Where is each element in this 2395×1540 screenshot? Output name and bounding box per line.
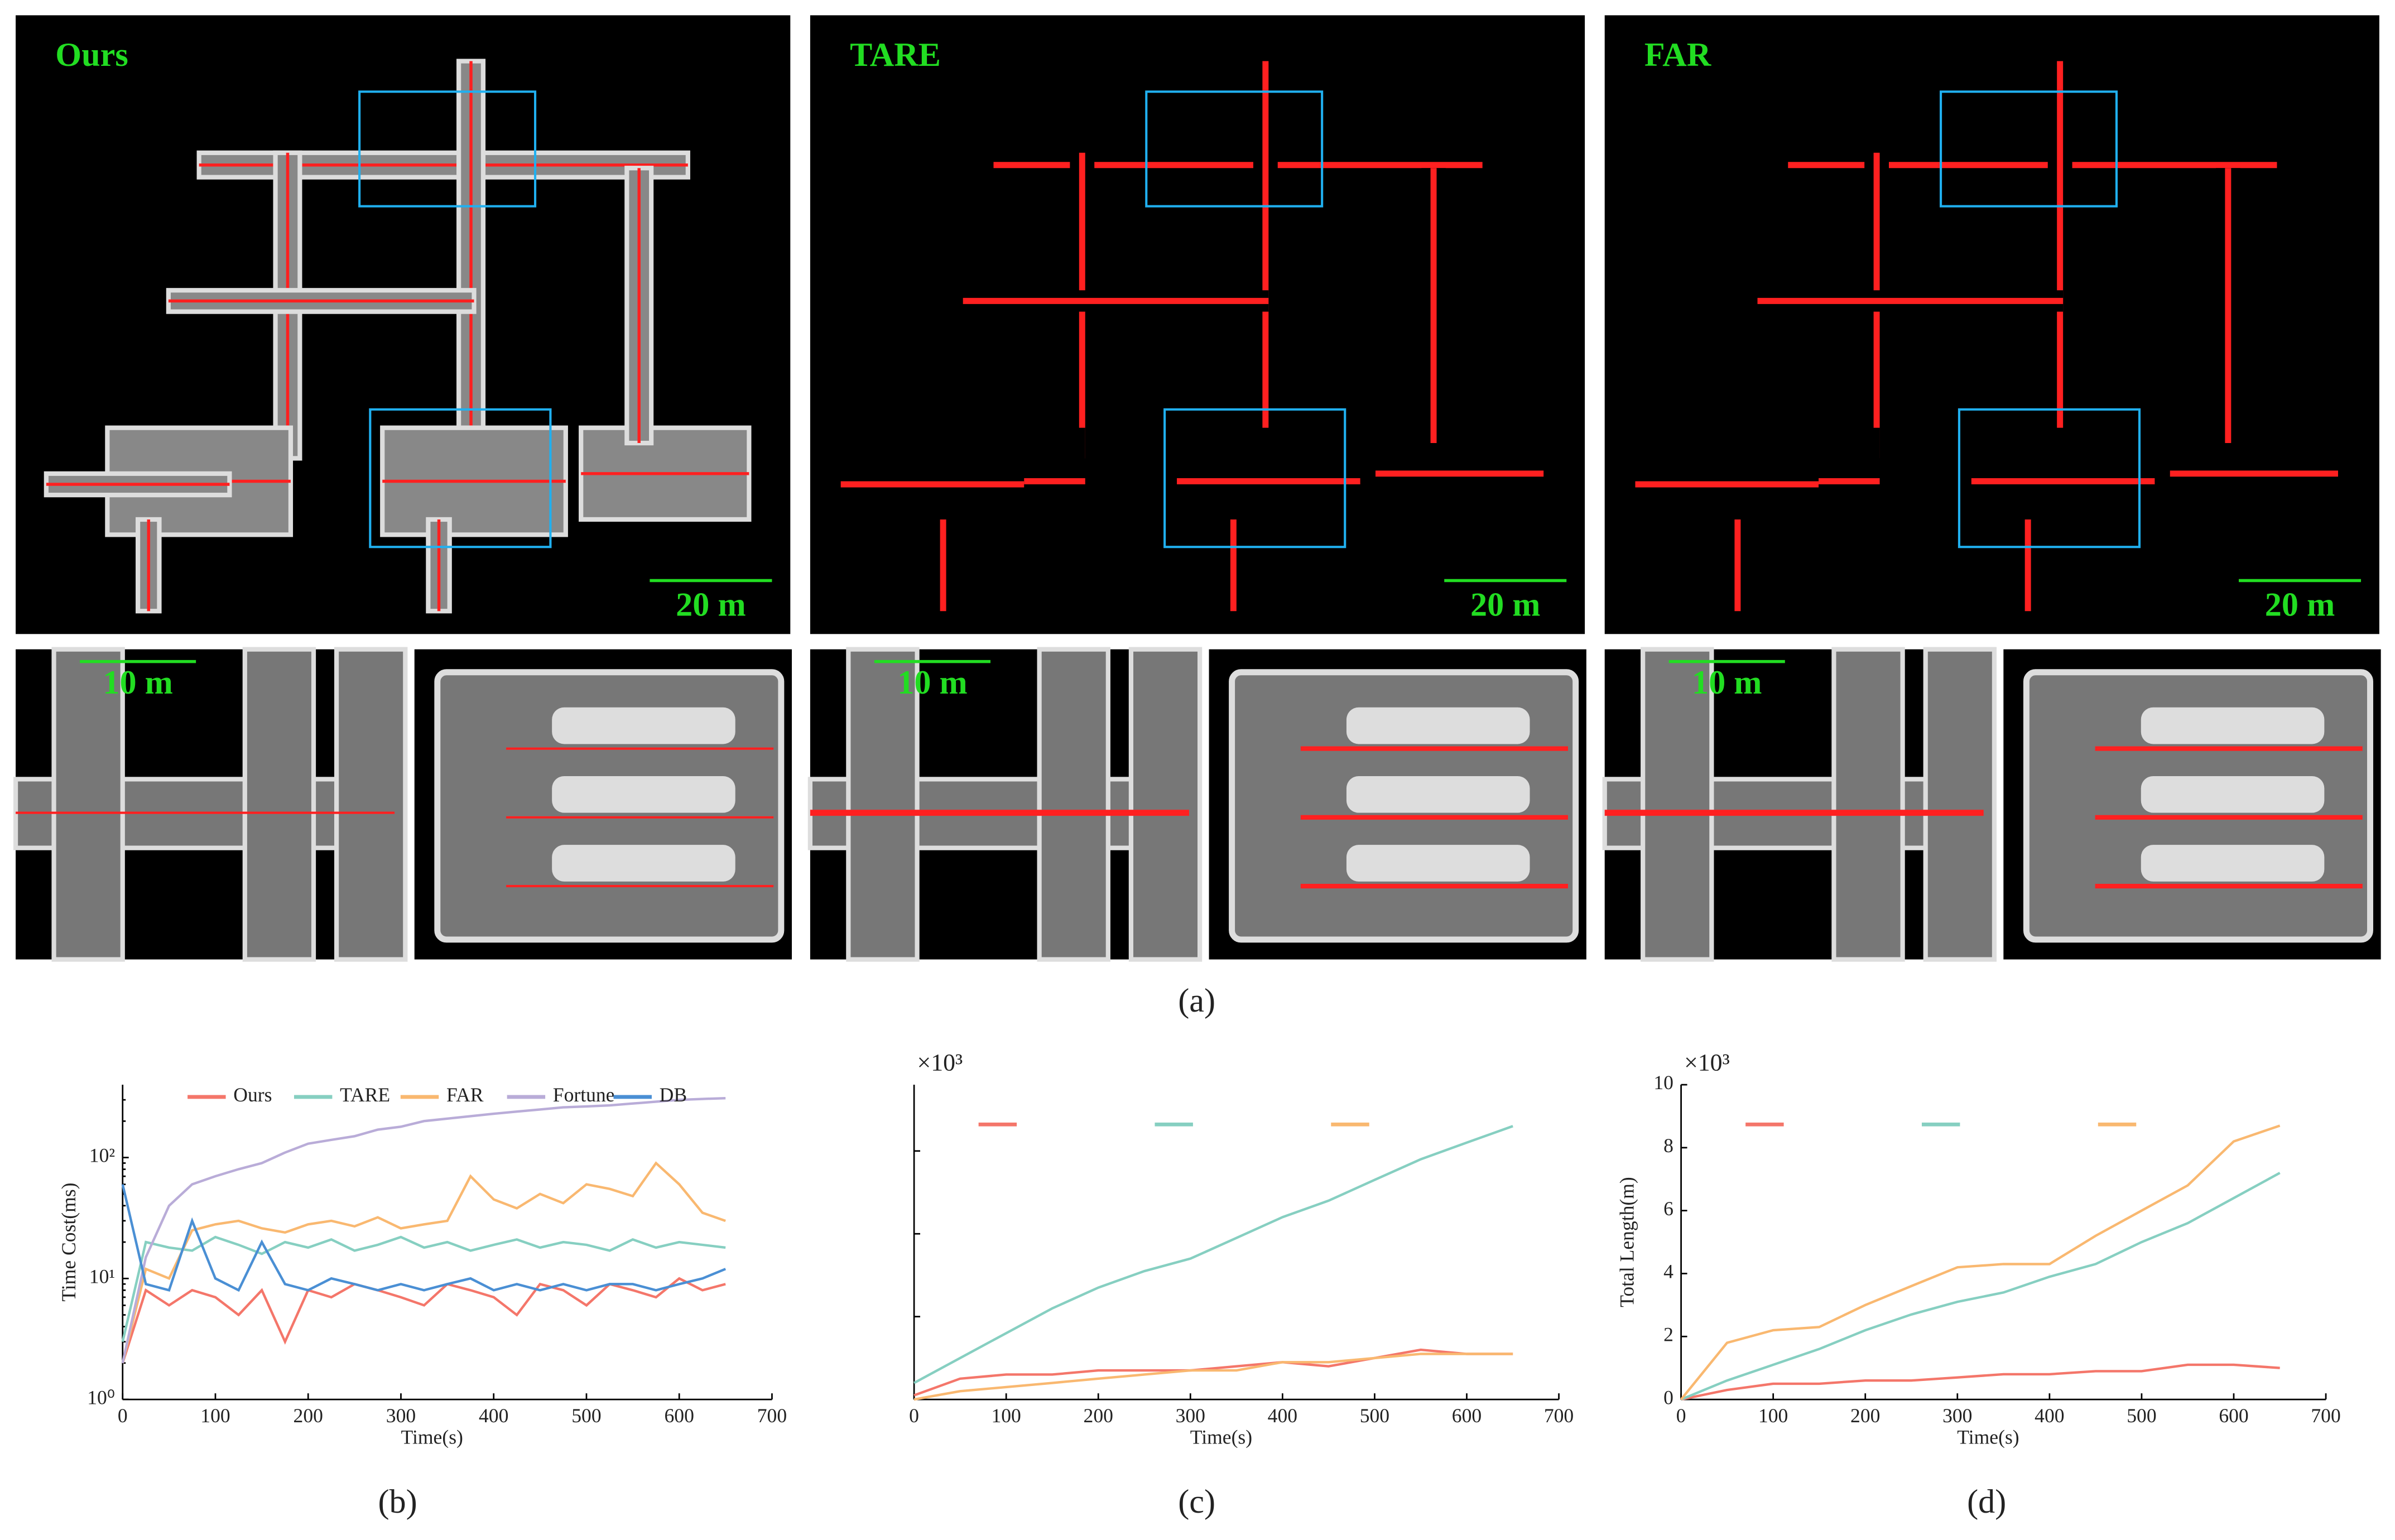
scale-label: 20 m [1470,586,1540,624]
y-tick-label: 10⁰ [87,1386,115,1408]
series-line [121,1277,726,1364]
y-tick-label: 10² [89,1144,115,1167]
x-axis-label: Time(s) [1190,1426,1252,1448]
inset-cars [552,776,735,813]
panel-label: (c) [1178,1483,1215,1520]
inset-corridor [1128,647,1203,962]
zoom-box [1145,90,1324,208]
y-tick-label: 0 [1663,1386,1673,1408]
x-axis-label: Time(s) [1957,1426,2019,1448]
map-panel [810,15,1585,634]
y-scale-label: ×10³ [1684,1049,1730,1076]
panel-label: (d) [1967,1483,2006,1520]
series-line [1680,1172,2281,1401]
x-tick-label: 600 [665,1404,694,1427]
inset-cars [2141,776,2325,813]
x-tick-label: 600 [2219,1404,2248,1427]
series-line [913,1348,1513,1397]
y-scale-label: ×10³ [917,1049,963,1076]
inset-cars [1346,707,1530,744]
scale-label: 20 m [676,586,746,624]
zoom-box [369,408,552,548]
inset-cars [552,845,735,882]
x-tick-label: 100 [1758,1404,1788,1427]
x-tick-label: 400 [1268,1404,1297,1427]
x-tick-label: 100 [200,1404,230,1427]
x-tick-label: 400 [479,1404,508,1427]
map-panel [16,15,791,634]
series-line [121,1184,727,1292]
series-line [1680,1124,2281,1401]
legend-label: FAR [446,1084,484,1106]
x-tick-label: 600 [1452,1404,1482,1427]
legend-label: DB [660,1084,687,1106]
inset-corridor [242,647,316,962]
x-tick-label: 300 [1176,1404,1205,1427]
panel-label: (a) [1178,982,1215,1019]
scale-label: 10 m [103,664,172,701]
scale-label: 20 m [2265,586,2335,624]
x-tick-label: 0 [1676,1404,1686,1427]
x-tick-label: 0 [909,1404,919,1427]
series-line [121,1235,726,1342]
inset-corridor [1641,647,1714,962]
inset-cars [2141,707,2325,744]
scale-label: 10 m [897,664,967,701]
series-line [1681,1363,2280,1401]
legend-label: Ours [233,1084,272,1106]
series-line [913,1125,1513,1384]
x-tick-label: 200 [294,1404,323,1427]
y-tick-label: 6 [1663,1197,1673,1220]
x-tick-label: 300 [386,1404,416,1427]
legend-label: TARE [340,1084,390,1106]
x-tick-label: 300 [1942,1404,1972,1427]
series-line [913,1353,1513,1401]
x-tick-label: 700 [2311,1404,2340,1427]
y-tick-label: 10 [1653,1071,1673,1094]
inset-cars [2141,845,2325,882]
zoom-box [1163,408,1346,548]
inset-corridor [1037,647,1110,962]
method-label: FAR [1644,36,1712,74]
legend-label: Fortune [553,1084,615,1106]
inset-corridor [1831,647,1905,962]
y-tick-label: 8 [1663,1134,1673,1157]
y-tick-label: 2 [1663,1323,1673,1345]
x-tick-label: 700 [757,1404,787,1427]
zoom-box [1940,90,2118,208]
x-tick-label: 500 [571,1404,601,1427]
y-axis-label: Total Length(m) [1616,1177,1638,1307]
inset-corridor [334,647,408,962]
x-tick-label: 200 [1850,1404,1880,1427]
map-panel [1604,15,2379,634]
y-axis-label: Time Cost(ms) [57,1182,80,1301]
scale-label: 10 m [1692,664,1762,701]
x-tick-label: 700 [1544,1404,1574,1427]
x-axis-label: Time(s) [401,1426,463,1448]
x-tick-label: 500 [2127,1404,2156,1427]
inset-corridor [846,647,920,962]
method-label: TARE [850,36,941,74]
inset-corridor [1923,647,1997,962]
x-tick-label: 0 [118,1404,128,1427]
panel-label: (b) [378,1483,417,1520]
zoom-box [358,90,537,208]
inset-corridor [51,647,125,962]
x-tick-label: 100 [991,1404,1021,1427]
x-tick-label: 400 [2035,1404,2064,1427]
x-tick-label: 200 [1084,1404,1113,1427]
x-tick-label: 500 [1360,1404,1389,1427]
inset-cars [1346,776,1530,813]
series-line [121,1161,726,1364]
series-line [121,1096,726,1364]
inset-cars [1346,845,1530,882]
inset-cars [552,707,735,744]
zoom-box [1958,408,2141,548]
y-tick-label: 10¹ [89,1265,115,1287]
y-tick-label: 4 [1663,1260,1673,1283]
method-label: Ours [55,36,128,74]
